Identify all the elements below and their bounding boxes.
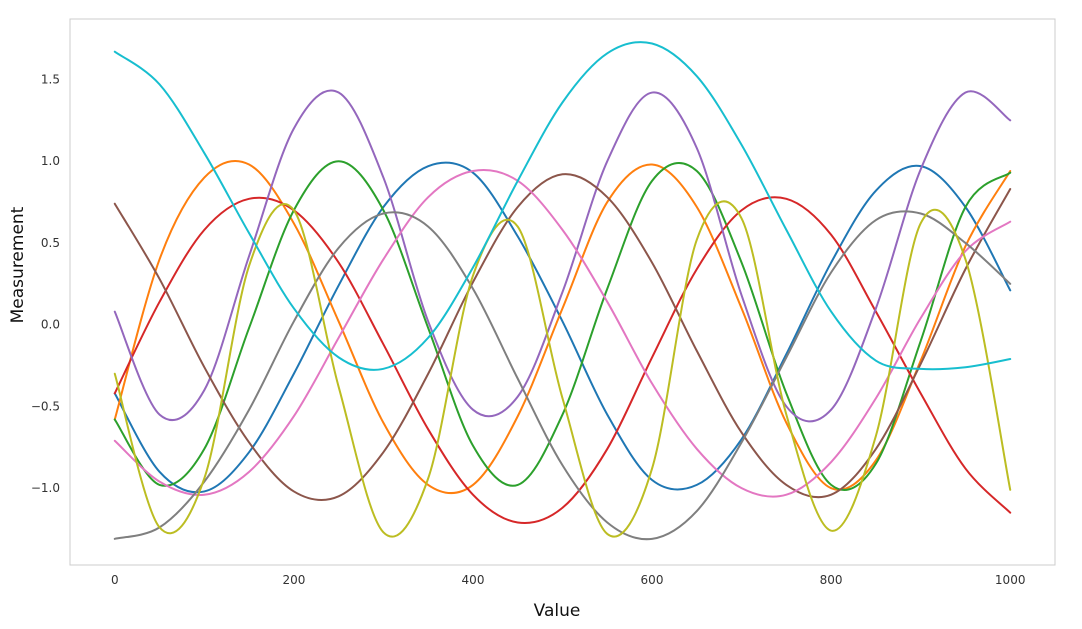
y-tick-label: 1.0: [41, 154, 60, 168]
series-line-1: [113, 161, 1012, 494]
series-line-8: [113, 210, 1012, 541]
x-tick-label: 800: [820, 573, 843, 587]
x-tick-label: 1000: [995, 573, 1026, 587]
y-axis-title: Measurement: [8, 206, 28, 323]
series-line-7: [113, 169, 1012, 498]
y-tick-label: 0.0: [41, 318, 60, 332]
series-line-2: [113, 160, 1012, 495]
y-tick-label: −1.0: [31, 481, 60, 495]
series-line-4: [113, 196, 1012, 524]
x-tick-label: 600: [641, 573, 664, 587]
y-tick-label: 1.5: [41, 73, 60, 87]
series-line-6: [113, 173, 1012, 502]
x-tick-label: 400: [462, 573, 485, 587]
x-axis-title: Value: [534, 601, 581, 621]
series-line-5: [113, 89, 1012, 423]
plot-frame: [69, 18, 1056, 566]
x-tick-label: 0: [111, 573, 119, 587]
series-line-9: [113, 200, 1012, 538]
y-tick-label: 0.5: [41, 236, 60, 250]
y-tick-label: −0.5: [31, 399, 60, 413]
x-axis-ticks: 0 200 400 600 800 1000: [111, 573, 1025, 587]
y-axis-ticks: −1.0 −0.5 0.0 0.5 1.0 1.5: [31, 73, 60, 496]
x-tick-label: 200: [282, 573, 305, 587]
series-layer: [113, 41, 1012, 541]
series-line-10: [113, 41, 1012, 371]
